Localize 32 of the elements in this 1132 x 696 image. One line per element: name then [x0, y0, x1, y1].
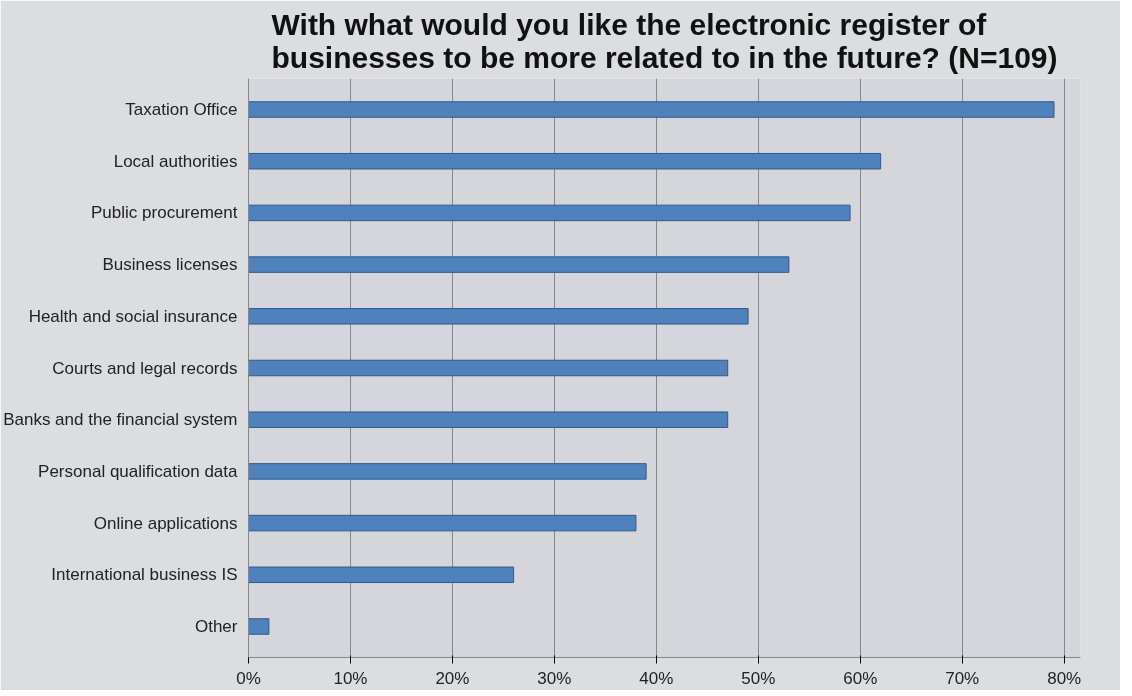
x-tick-label: 0%	[236, 668, 261, 688]
x-tick-label: 30%	[537, 668, 572, 688]
y-tick-label: International business IS	[51, 565, 238, 585]
bar	[248, 618, 270, 635]
x-tick-label: 20%	[435, 668, 470, 688]
bar	[248, 514, 637, 532]
y-tick-label: Other	[194, 616, 238, 636]
y-tick-label: Local authorities	[113, 151, 238, 171]
bar	[248, 101, 1055, 118]
chart-title: With what would you like the electronic register of businesses to be more related to in the future? (N=109)	[271, 7, 1058, 74]
x-tick-label: 80%	[1047, 668, 1082, 688]
x-tick-label: 10%	[333, 668, 368, 688]
bar	[248, 566, 515, 584]
bar	[248, 152, 882, 170]
y-tick-label: Business licenses	[102, 255, 238, 275]
x-tick-label: 40%	[639, 668, 674, 688]
y-tick-label: Personal qualification data	[38, 461, 239, 481]
x-tick-label: 50%	[741, 668, 776, 688]
x-tick-label: 70%	[945, 668, 980, 688]
bar	[248, 308, 749, 325]
y-tick-label: Online applications	[93, 513, 238, 533]
bar	[248, 256, 790, 273]
x-tick-label: 60%	[843, 668, 878, 688]
y-tick-label: Courts and legal records	[52, 358, 238, 378]
y-tick-label: Banks and the financial system	[3, 410, 238, 430]
bar	[248, 411, 729, 428]
y-tick-label: Public procurement	[91, 203, 238, 223]
bar	[248, 204, 851, 222]
y-tick-label: Health and social insurance	[28, 306, 238, 326]
bar	[248, 359, 729, 377]
bar	[248, 463, 647, 480]
y-tick-label: Taxation Office	[125, 100, 238, 120]
